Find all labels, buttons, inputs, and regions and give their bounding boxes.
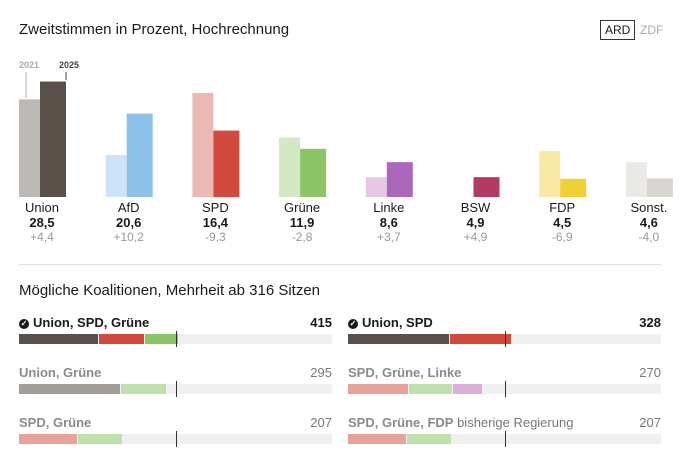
party-diff: -2,8 — [291, 230, 313, 244]
section-divider — [19, 264, 661, 265]
party-name: Linke — [373, 200, 405, 215]
coalition-parties: SPD, Grüne — [19, 415, 92, 430]
party-diff: +3,7 — [376, 230, 401, 244]
coalition-seats: 415 — [310, 315, 332, 330]
party-name: Union — [25, 200, 59, 215]
majority-check-icon: ✓ — [348, 319, 358, 329]
source-toggle-zdf[interactable]: ZDF — [640, 23, 664, 37]
party-diff: -9,3 — [205, 230, 226, 244]
majority-marker — [504, 431, 506, 447]
seat-bar — [348, 331, 661, 347]
coalition-parties: Union, SPD, Grüne — [33, 315, 150, 330]
party-value: 4,5 — [553, 215, 572, 230]
seat-segment — [348, 384, 408, 394]
party-label-7: Sonst. 4,6 -4,0 — [619, 200, 679, 245]
party-name: AfD — [117, 200, 140, 215]
coalition-seats: 328 — [639, 315, 661, 330]
coalition-seats: 207 — [310, 415, 332, 430]
majority-check-icon: ✓ — [19, 319, 29, 329]
coalitions-title: Mögliche Koalitionen, Mehrheit ab 316 Si… — [19, 282, 321, 299]
party-diff: -4,0 — [638, 230, 660, 244]
party-value: 4,9 — [466, 215, 485, 230]
party-label-5: BSW 4,9 +4,9 — [446, 200, 506, 245]
seat-bar — [348, 431, 661, 447]
party-label-0: Union 28,5 +4,4 — [12, 200, 72, 245]
majority-marker — [175, 331, 177, 347]
results-card — [8, 8, 672, 456]
party-value: 8,6 — [379, 215, 398, 230]
majority-marker — [175, 431, 177, 447]
coalition-parties: SPD, Grüne, FDP — [348, 415, 454, 430]
majority-marker — [504, 331, 506, 347]
party-diff: +4,4 — [30, 230, 54, 244]
party-name: FDP — [549, 200, 576, 215]
coalition-name: Union, Grüne — [19, 365, 101, 380]
seat-segment — [19, 434, 77, 444]
seat-segment — [19, 384, 121, 394]
party-diff: -6,9 — [551, 230, 573, 244]
party-name: Sonst. — [630, 200, 668, 215]
majority-marker — [175, 381, 177, 397]
coalition-note: bisherige Regierung — [453, 415, 574, 430]
party-diff: +10,2 — [113, 230, 144, 244]
party-value: 11,9 — [289, 215, 315, 230]
coalition-name: ✓ Union, SPD, Grüne — [19, 315, 149, 330]
legend-year-2025: 2025 — [59, 60, 80, 70]
party-label-2: SPD 16,4 -9,3 — [185, 200, 245, 245]
coalition-parties: Union, Grüne — [19, 365, 102, 380]
seat-segment — [452, 384, 483, 394]
seat-bar — [19, 431, 332, 447]
legend-year-2021: 2021 — [19, 60, 40, 70]
seat-bar — [19, 331, 332, 347]
party-value: 28,5 — [29, 215, 55, 230]
coalition-parties: SPD, Grüne, Linke — [348, 365, 462, 380]
party-name: SPD — [202, 200, 229, 215]
seat-segment — [408, 384, 452, 394]
seat-bar — [19, 381, 332, 397]
party-label-3: Grüne 11,9 -2,8 — [272, 200, 332, 245]
seat-segment — [348, 334, 450, 344]
coalition-name: SPD, Grüne, Linke — [348, 365, 461, 380]
party-label-6: FDP 4,5 -6,9 — [532, 200, 592, 245]
coalition-name: SPD, Grüne, FDP bisherige Regierung — [348, 415, 573, 430]
coalition-name: ✓ Union, SPD — [348, 315, 433, 330]
party-diff: +4,9 — [463, 230, 488, 244]
party-label-1: AfD 20,6 +10,2 — [99, 200, 159, 245]
seat-segment — [77, 434, 122, 444]
seat-segment — [19, 334, 99, 344]
majority-marker — [504, 381, 506, 397]
seat-segment — [145, 334, 178, 344]
coalition-name: SPD, Grüne — [19, 415, 91, 430]
chart-title: Zweitstimmen in Prozent, Hochrechnung — [19, 21, 290, 38]
party-name: BSW — [460, 200, 491, 215]
party-value: 20,6 — [116, 215, 142, 230]
seat-segment — [99, 334, 145, 344]
seat-segment — [406, 434, 451, 444]
seat-segment — [348, 434, 406, 444]
party-name: Grüne — [284, 200, 321, 215]
party-value: 16,4 — [202, 215, 229, 230]
party-label-4: Linke 8,6 +3,7 — [359, 200, 419, 245]
seat-bar — [348, 381, 661, 397]
coalition-seats: 295 — [310, 365, 332, 380]
seat-segment — [121, 384, 166, 394]
coalition-seats: 270 — [639, 365, 661, 380]
coalition-seats: 207 — [639, 415, 661, 430]
seat-segment — [450, 334, 511, 344]
source-toggle-ard[interactable]: ARD — [600, 20, 636, 40]
party-value: 4,6 — [639, 215, 658, 230]
coalition-parties: Union, SPD — [362, 315, 433, 330]
